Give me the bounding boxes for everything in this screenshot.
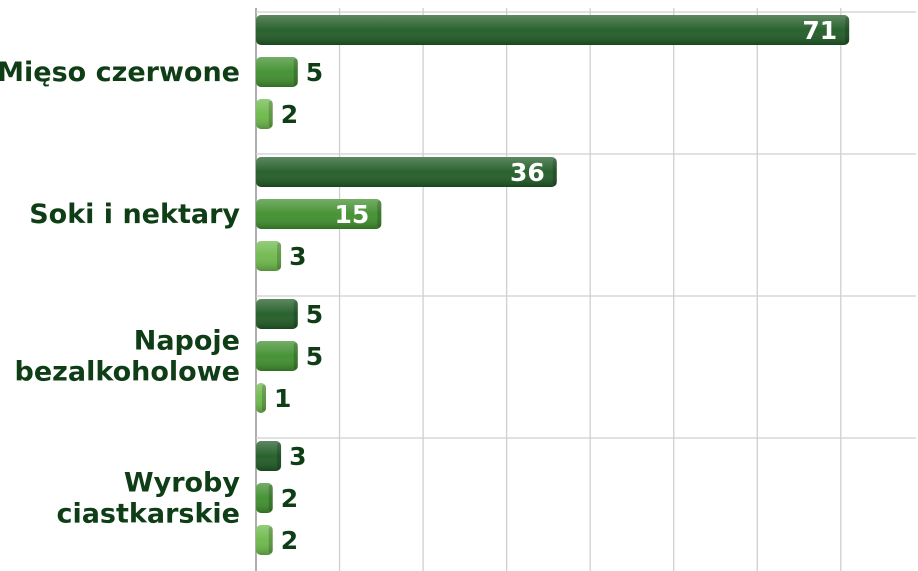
bar-end-cap [845, 17, 850, 43]
bar-group [256, 441, 282, 471]
bar-group [256, 341, 298, 371]
bar-end-cap [377, 201, 382, 227]
value-label: 2 [281, 526, 298, 555]
bar-group [256, 57, 298, 87]
bar-group [256, 525, 273, 555]
bar-end-cap [268, 101, 273, 127]
bar-shade [256, 525, 273, 555]
bar-shade [256, 199, 382, 229]
bar-group [256, 157, 557, 187]
category-label: Wyroby ciastkarskie [56, 468, 240, 530]
gridlines [255, 8, 916, 571]
bar-shade [256, 15, 850, 45]
value-label: 2 [281, 100, 298, 129]
value-label: 71 [802, 16, 837, 45]
value-label: 36 [510, 158, 545, 187]
value-label: 1 [274, 384, 291, 413]
bar-shade [256, 157, 557, 187]
bar-group [256, 99, 273, 129]
bar-shade [256, 241, 282, 271]
value-label: 15 [335, 200, 370, 229]
value-label: 5 [306, 342, 323, 371]
value-label: 5 [306, 300, 323, 329]
bar-end-cap [277, 243, 282, 269]
bar-end-cap [277, 443, 282, 469]
bar-shade [256, 441, 282, 471]
bar-group [256, 483, 273, 513]
bar-group [256, 15, 850, 45]
bar-shade [256, 57, 298, 87]
bar-shade [256, 383, 266, 413]
bar-end-cap [268, 527, 273, 553]
bar-group [256, 383, 266, 413]
bar-shade [256, 341, 298, 371]
bar-group [256, 199, 382, 229]
bar-shade [256, 299, 298, 329]
value-label: 2 [281, 484, 298, 513]
category-label: Mięso czerwone [0, 57, 240, 88]
bar-end-cap [293, 343, 298, 369]
value-label: 3 [289, 242, 306, 271]
category-labels: Mięso czerwone Soki i nektary Napoje bezalk… [0, 57, 240, 530]
bar-end-cap [262, 385, 266, 411]
bar-group [256, 299, 298, 329]
value-label: 3 [289, 442, 306, 471]
category-label: Napoje bezalkoholowe [15, 326, 240, 388]
bar-shade [256, 99, 273, 129]
category-label: Soki i nektary [29, 199, 240, 230]
value-label: 5 [306, 58, 323, 87]
bar-end-cap [552, 159, 557, 185]
bar-shade [256, 483, 273, 513]
bar-end-cap [268, 485, 273, 511]
bar-group [256, 241, 282, 271]
bar-end-cap [293, 301, 298, 327]
bar-end-cap [293, 59, 298, 85]
